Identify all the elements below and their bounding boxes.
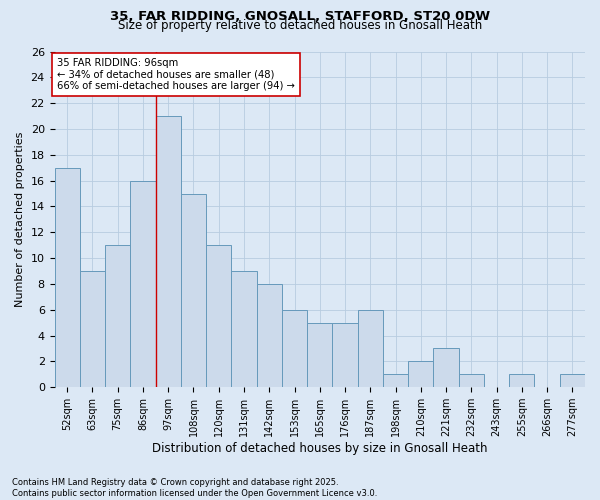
Bar xyxy=(130,180,155,387)
Bar xyxy=(433,348,458,387)
Bar xyxy=(307,322,332,387)
Bar xyxy=(55,168,80,387)
Bar xyxy=(282,310,307,387)
Bar xyxy=(332,322,358,387)
Text: Size of property relative to detached houses in Gnosall Heath: Size of property relative to detached ho… xyxy=(118,19,482,32)
Bar xyxy=(358,310,383,387)
Bar xyxy=(458,374,484,387)
Bar xyxy=(105,245,130,387)
Bar xyxy=(383,374,408,387)
Text: 35, FAR RIDDING, GNOSALL, STAFFORD, ST20 0DW: 35, FAR RIDDING, GNOSALL, STAFFORD, ST20… xyxy=(110,10,490,23)
Bar xyxy=(257,284,282,387)
Bar xyxy=(232,271,257,387)
Bar xyxy=(181,194,206,387)
Bar xyxy=(408,362,433,387)
Bar xyxy=(155,116,181,387)
Bar xyxy=(206,245,232,387)
Bar xyxy=(560,374,585,387)
Bar xyxy=(509,374,535,387)
Y-axis label: Number of detached properties: Number of detached properties xyxy=(15,132,25,307)
X-axis label: Distribution of detached houses by size in Gnosall Heath: Distribution of detached houses by size … xyxy=(152,442,488,455)
Text: 35 FAR RIDDING: 96sqm
← 34% of detached houses are smaller (48)
66% of semi-deta: 35 FAR RIDDING: 96sqm ← 34% of detached … xyxy=(57,58,295,92)
Text: Contains HM Land Registry data © Crown copyright and database right 2025.
Contai: Contains HM Land Registry data © Crown c… xyxy=(12,478,377,498)
Bar xyxy=(80,271,105,387)
